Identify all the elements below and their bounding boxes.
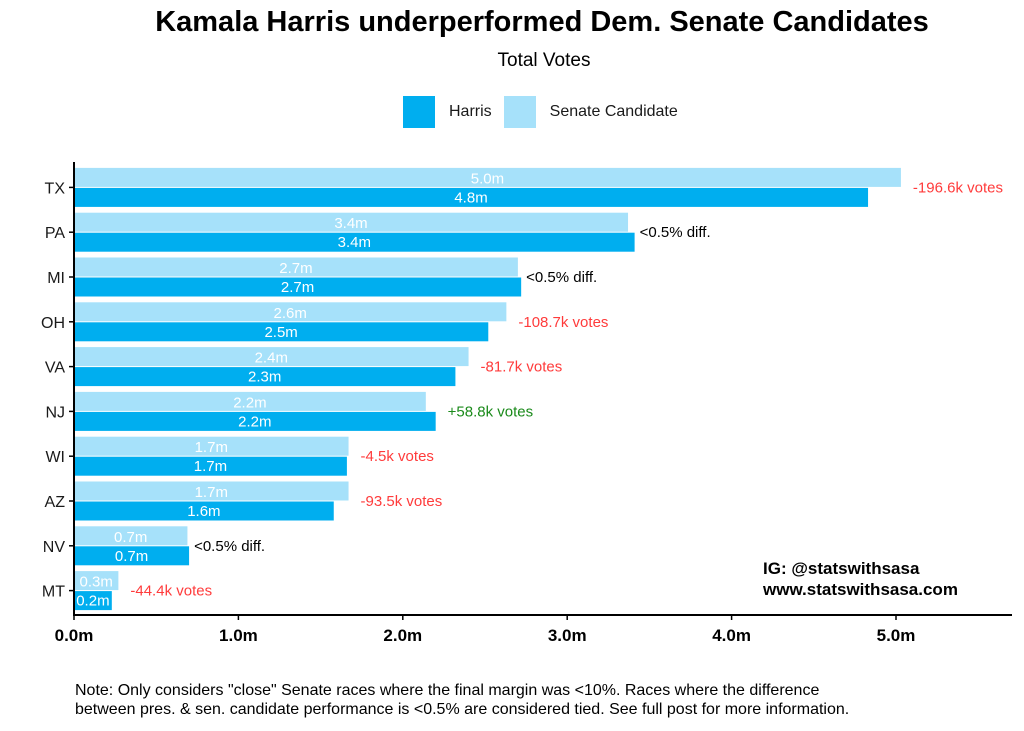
footnote: Note: Only considers "close" Senate race… <box>75 681 849 719</box>
data-label-harris-nj: 2.2m <box>238 413 271 430</box>
bar-senate-pa <box>74 212 629 232</box>
data-label-senate-va: 2.4m <box>255 350 288 367</box>
data-label-senate-oh: 2.6m <box>274 305 307 322</box>
legend-label-harris: Harris <box>449 103 492 120</box>
y-tick-label-mi: MI <box>47 270 65 287</box>
x-tick-label-0: 0.0m <box>55 626 94 645</box>
bar-harris-oh <box>74 322 489 342</box>
difference-annotation-va: -81.7k votes <box>481 359 563 376</box>
x-tick-label-1: 1.0m <box>219 626 258 645</box>
data-label-senate-wi: 1.7m <box>195 439 228 456</box>
data-label-harris-mt: 0.2m <box>76 593 109 610</box>
legend-swatch-harris <box>403 96 435 128</box>
legend-swatch-senate <box>503 96 536 128</box>
x-tick-label-5: 5.0m <box>877 626 916 645</box>
bar-harris-nj <box>74 411 436 431</box>
data-label-harris-tx: 4.8m <box>454 189 487 206</box>
data-label-harris-nv: 0.7m <box>115 548 148 565</box>
chart-subtitle: Total Votes <box>497 50 591 71</box>
watermark-instagram: IG: @statswithsasa <box>763 559 920 578</box>
bar-senate-wi <box>74 436 349 456</box>
bar-senate-mi <box>74 257 518 277</box>
y-tick-label-va: VA <box>45 360 65 377</box>
data-label-harris-pa: 3.4m <box>338 234 371 251</box>
data-label-harris-az: 1.6m <box>187 503 220 520</box>
data-label-harris-oh: 2.5m <box>264 324 297 341</box>
data-label-senate-pa: 3.4m <box>334 215 367 232</box>
bar-senate-oh <box>74 302 507 322</box>
legend-label-senate: Senate Candidate <box>549 103 678 120</box>
footnote-line-2: between pres. & sen. candidate performan… <box>75 701 850 718</box>
bar-harris-wi <box>74 456 347 476</box>
x-tick-label-2: 2.0m <box>383 626 422 645</box>
watermark: IG: @statswithsasa www.statswithsasa.com <box>763 558 958 600</box>
data-label-senate-az: 1.7m <box>195 484 228 501</box>
difference-annotation-nv: <0.5% diff. <box>194 538 265 555</box>
bar-harris-pa <box>74 232 635 252</box>
data-label-senate-mt: 0.3m <box>80 574 113 591</box>
y-tick-label-wi: WI <box>45 449 65 466</box>
difference-annotation-mt: -44.4k votes <box>130 583 212 600</box>
data-label-harris-wi: 1.7m <box>194 458 227 475</box>
data-label-senate-nv: 0.7m <box>114 529 147 546</box>
bar-harris-va <box>74 367 456 387</box>
difference-annotation-az: -93.5k votes <box>361 493 443 510</box>
data-label-senate-mi: 2.7m <box>279 260 312 277</box>
y-tick-label-nj: NJ <box>45 404 65 421</box>
bar-senate-tx <box>74 167 901 187</box>
bar-senate-va <box>74 347 469 367</box>
data-label-harris-va: 2.3m <box>248 369 281 386</box>
chart-title: Kamala Harris underperformed Dem. Senate… <box>155 6 929 38</box>
data-label-senate-nj: 2.2m <box>233 394 266 411</box>
y-tick-label-nv: NV <box>43 539 66 556</box>
difference-annotation-wi: -4.5k votes <box>361 448 434 465</box>
x-tick-label-4: 4.0m <box>712 626 751 645</box>
y-tick-label-az: AZ <box>45 494 66 511</box>
difference-annotation-pa: <0.5% diff. <box>640 224 711 241</box>
difference-annotation-tx: -196.6k votes <box>913 179 1003 196</box>
difference-annotation-nj: +58.8k votes <box>448 403 533 420</box>
y-tick-label-oh: OH <box>41 315 65 332</box>
bar-harris-mt <box>74 591 112 611</box>
bar-harris-tx <box>74 187 869 207</box>
watermark-website: www.statswithsasa.com <box>763 580 958 599</box>
x-tick-label-3: 3.0m <box>548 626 587 645</box>
bar-harris-az <box>74 501 334 521</box>
bar-senate-nv <box>74 526 188 546</box>
y-tick-label-mt: MT <box>42 584 65 601</box>
bar-harris-nv <box>74 546 190 566</box>
bar-harris-mi <box>74 277 522 297</box>
data-label-senate-tx: 5.0m <box>471 170 504 187</box>
difference-annotation-oh: -108.7k votes <box>518 314 608 331</box>
difference-annotation-mi: <0.5% diff. <box>526 269 597 286</box>
y-tick-label-pa: PA <box>45 225 65 242</box>
data-label-harris-mi: 2.7m <box>281 279 314 296</box>
bar-senate-az <box>74 481 349 501</box>
legend: Harris Senate Candidate <box>403 96 690 128</box>
bar-senate-mt <box>74 571 119 591</box>
bar-senate-nj <box>74 391 426 411</box>
y-tick-label-tx: TX <box>45 180 66 197</box>
footnote-line-1: Note: Only considers "close" Senate race… <box>75 682 820 699</box>
